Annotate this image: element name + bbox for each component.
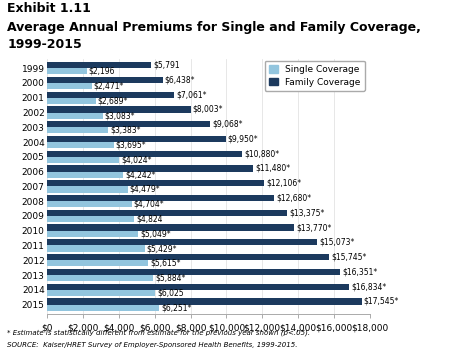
Text: $6,025: $6,025 — [157, 288, 184, 297]
Text: $15,745*: $15,745* — [331, 253, 367, 262]
Bar — [47, 260, 148, 267]
Text: $5,429*: $5,429* — [147, 244, 177, 253]
Text: $6,251*: $6,251* — [162, 303, 192, 312]
Bar — [47, 275, 153, 281]
Text: $16,351*: $16,351* — [342, 267, 378, 277]
Text: $17,545*: $17,545* — [364, 297, 399, 306]
Text: $15,073*: $15,073* — [319, 238, 355, 247]
Bar — [47, 245, 145, 252]
Text: $12,680*: $12,680* — [277, 193, 312, 203]
Text: $16,834*: $16,834* — [351, 282, 386, 291]
Bar — [47, 113, 102, 119]
Bar — [47, 121, 210, 127]
Text: $4,479*: $4,479* — [130, 185, 160, 194]
Bar — [47, 254, 329, 260]
Text: $6,438*: $6,438* — [165, 75, 195, 84]
Bar — [47, 83, 91, 89]
Bar — [47, 136, 226, 142]
Text: $4,024*: $4,024* — [122, 155, 152, 164]
Text: $5,791: $5,791 — [153, 61, 180, 70]
Text: $3,695*: $3,695* — [116, 141, 146, 150]
Bar — [47, 201, 132, 207]
Text: $4,824: $4,824 — [136, 214, 163, 224]
Text: $2,689*: $2,689* — [98, 96, 128, 105]
Text: $2,471*: $2,471* — [94, 82, 124, 91]
Text: $3,383*: $3,383* — [110, 126, 141, 135]
Text: $8,003*: $8,003* — [193, 105, 223, 114]
Text: $5,884*: $5,884* — [155, 274, 185, 283]
Bar — [47, 239, 317, 245]
Bar — [47, 195, 274, 201]
Text: $13,375*: $13,375* — [289, 208, 324, 217]
Bar — [47, 186, 128, 192]
Text: Average Annual Premiums for Single and Family Coverage,: Average Annual Premiums for Single and F… — [7, 21, 421, 34]
Bar — [47, 151, 242, 157]
Bar — [47, 210, 287, 216]
Bar — [47, 224, 294, 231]
Bar — [47, 68, 87, 75]
Bar — [47, 127, 108, 133]
Bar — [47, 290, 155, 296]
Text: $7,061*: $7,061* — [176, 90, 207, 99]
Text: * Estimate is statistically different from estimate for the previous year shown : * Estimate is statistically different fr… — [7, 329, 310, 336]
Bar — [47, 284, 349, 290]
Bar — [47, 231, 138, 237]
Text: SOURCE:  Kaiser/HRET Survey of Employer-Sponsored Health Benefits, 1999-2015.: SOURCE: Kaiser/HRET Survey of Employer-S… — [7, 342, 298, 348]
Text: $3,083*: $3,083* — [105, 111, 135, 120]
Text: $9,950*: $9,950* — [228, 135, 258, 143]
Text: 1999-2015: 1999-2015 — [7, 38, 82, 51]
Bar — [47, 269, 340, 275]
Text: $9,068*: $9,068* — [212, 120, 242, 129]
Text: Exhibit 1.11: Exhibit 1.11 — [7, 2, 91, 15]
Bar — [47, 171, 123, 178]
Text: $5,615*: $5,615* — [150, 259, 181, 268]
Text: $12,106*: $12,106* — [266, 179, 301, 188]
Text: $13,770*: $13,770* — [296, 223, 331, 232]
Bar — [47, 165, 253, 171]
Text: $5,049*: $5,049* — [140, 229, 171, 238]
Bar — [47, 157, 119, 163]
Bar — [47, 216, 134, 222]
Bar — [47, 305, 159, 311]
Bar — [47, 142, 114, 148]
Legend: Single Coverage, Family Coverage: Single Coverage, Family Coverage — [264, 61, 365, 91]
Text: $2,196: $2,196 — [89, 67, 115, 76]
Text: $10,880*: $10,880* — [245, 149, 280, 158]
Bar — [47, 106, 191, 113]
Bar — [47, 92, 174, 98]
Bar — [47, 180, 264, 186]
Bar — [47, 62, 151, 68]
Text: $4,704*: $4,704* — [134, 200, 164, 209]
Text: $11,480*: $11,480* — [255, 164, 290, 173]
Bar — [47, 77, 163, 83]
Text: $4,242*: $4,242* — [126, 170, 156, 179]
Bar — [47, 298, 362, 305]
Bar — [47, 98, 96, 104]
